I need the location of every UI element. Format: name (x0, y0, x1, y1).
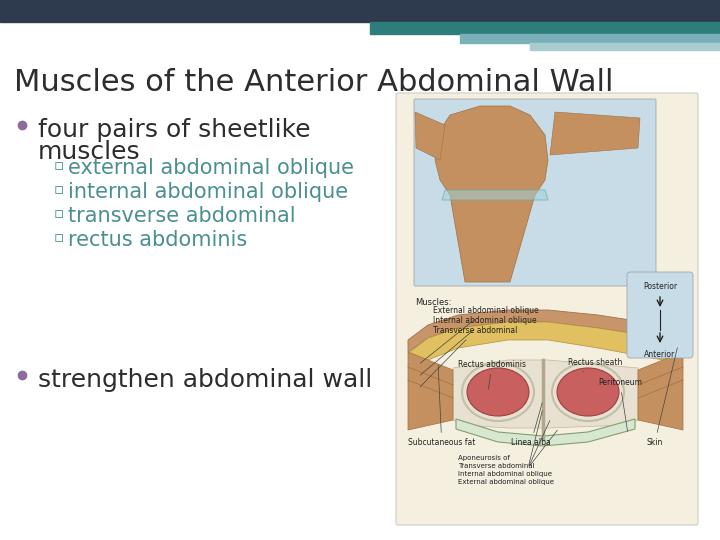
Polygon shape (442, 190, 548, 200)
Text: External abdominal oblique: External abdominal oblique (420, 306, 539, 363)
Polygon shape (408, 352, 453, 430)
FancyBboxPatch shape (396, 93, 698, 525)
Text: internal abdominal oblique: internal abdominal oblique (68, 182, 348, 202)
Text: Anterior: Anterior (644, 350, 675, 359)
Ellipse shape (467, 368, 529, 416)
Text: strengthen abdominal wall: strengthen abdominal wall (38, 368, 372, 392)
Text: Muscles:: Muscles: (415, 298, 451, 307)
Text: Transverse abdominal: Transverse abdominal (420, 326, 518, 387)
Polygon shape (408, 310, 683, 352)
FancyBboxPatch shape (627, 272, 693, 358)
Polygon shape (415, 112, 445, 160)
Text: rectus abdominis: rectus abdominis (68, 230, 247, 250)
Text: Posterior: Posterior (643, 282, 677, 291)
Polygon shape (550, 112, 640, 155)
Text: Aponeurosis of
Transverse abdominal
Internal abdominal oblique
External abdomina: Aponeurosis of Transverse abdominal Inte… (458, 455, 554, 485)
Text: Linea alba: Linea alba (511, 403, 551, 447)
FancyBboxPatch shape (414, 99, 656, 286)
Bar (403, 290, 688, 518)
Text: Subcutaneous fat: Subcutaneous fat (408, 365, 475, 447)
Text: four pairs of sheetlike: four pairs of sheetlike (38, 118, 310, 142)
Text: external abdominal oblique: external abdominal oblique (68, 158, 354, 178)
Text: ▫: ▫ (54, 230, 64, 245)
Text: muscles: muscles (38, 140, 140, 164)
Polygon shape (638, 352, 683, 430)
Text: ▫: ▫ (54, 158, 64, 173)
Text: Internal abdominal oblique: Internal abdominal oblique (420, 316, 536, 375)
Polygon shape (456, 419, 635, 446)
Bar (460, 34, 720, 43)
Bar (370, 22, 720, 34)
Text: Peritoneum: Peritoneum (598, 378, 642, 431)
Polygon shape (453, 360, 638, 428)
Bar (0, 0, 720, 22)
Text: ▫: ▫ (54, 182, 64, 197)
Text: transverse abdominal: transverse abdominal (68, 206, 296, 226)
Bar (530, 43, 720, 50)
Polygon shape (435, 106, 548, 282)
Ellipse shape (557, 368, 619, 416)
Text: Rectus abdominis: Rectus abdominis (458, 360, 526, 389)
Text: Muscles of the Anterior Abdominal Wall: Muscles of the Anterior Abdominal Wall (14, 68, 613, 97)
Polygon shape (410, 322, 681, 372)
Text: Rectus sheath: Rectus sheath (568, 358, 622, 372)
Text: Skin: Skin (647, 348, 678, 447)
Text: ▫: ▫ (54, 206, 64, 221)
